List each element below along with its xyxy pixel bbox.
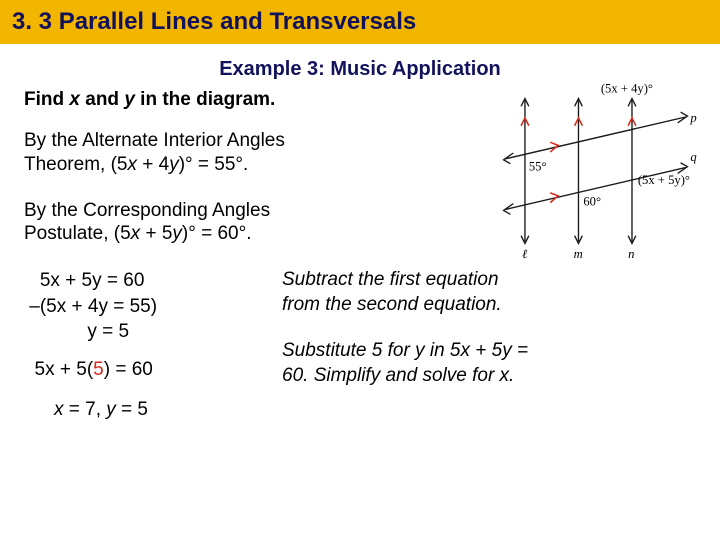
explain-subtract: Subtract the first equation from the sec… [282, 268, 696, 317]
content-area: Find x and y in the diagram. (5x + 4y)° … [0, 89, 720, 422]
equation-work: 5x + 5y = 60 –(5x + 4y = 55) y = 5 5x + … [24, 268, 254, 422]
diag-label-m: m [574, 247, 583, 261]
prompt-pre: Find [24, 89, 69, 110]
postulate-corresponding: By the Corresponding Angles Postulate, (… [24, 199, 404, 247]
t2a: By the Corresponding Angles [24, 200, 270, 221]
ex1b: from the second equation. [282, 294, 502, 315]
t1d: )° = 55°. [179, 154, 249, 175]
final-answer: x = 7, y = 5 [54, 397, 254, 423]
example-title: Example 3: Music Application [0, 58, 720, 81]
fy: y [106, 399, 116, 420]
prompt-x: x [69, 89, 80, 110]
t2x: x [131, 223, 141, 244]
t2b: Postulate, (5 [24, 223, 131, 244]
ex2a: Substitute 5 for y in 5x + 5y = [282, 340, 528, 361]
eq-r4c: ) = 60 [104, 359, 153, 380]
eq-r4: 5x + 5(5) = 60 [24, 357, 254, 383]
geometry-diagram: (5x + 4y)° p 55° q (5x + 5y)° 60° ℓ m n [483, 81, 708, 261]
t2c: + 5 [140, 223, 172, 244]
prompt-suf: in the diagram. [135, 89, 275, 110]
t1x: x [127, 154, 137, 175]
t1a: By the Alternate Interior Angles [24, 130, 285, 151]
prompt-mid: and [80, 89, 124, 110]
eq-r4b: 5 [93, 359, 104, 380]
example-title-text: Example 3: Music Application [219, 58, 501, 80]
eq-r3: y = 5 [24, 319, 254, 345]
slide-header: 3. 3 Parallel Lines and Transversals [0, 0, 720, 44]
t2y: y [172, 223, 182, 244]
t1y: y [169, 154, 179, 175]
t2d: )° = 60°. [182, 223, 252, 244]
diag-angle-60: 60° [583, 195, 601, 209]
explanation-column: Subtract the first equation from the sec… [282, 268, 696, 422]
diag-label-n: n [628, 247, 634, 261]
solution-row: 5x + 5y = 60 –(5x + 4y = 55) y = 5 5x + … [24, 268, 696, 422]
eq-r4a: 5x + 5( [24, 359, 93, 380]
header-text: 3. 3 Parallel Lines and Transversals [12, 8, 416, 35]
eq-r1: 5x + 5y = 60 [24, 268, 254, 294]
diag-label-l: ℓ [522, 247, 527, 261]
fx: x [54, 399, 64, 420]
diag-angle-55: 55° [529, 160, 547, 174]
diag-expr-right: (5x + 5y)° [638, 173, 690, 187]
eq-r2: –(5x + 4y = 55) [24, 294, 254, 320]
t1b: Theorem, (5 [24, 154, 127, 175]
diag-label-q: q [690, 150, 697, 164]
theorem-alt-interior: By the Alternate Interior Angles Theorem… [24, 129, 404, 177]
t1c: + 4 [137, 154, 169, 175]
explain-substitute: Substitute 5 for y in 5x + 5y = 60. Simp… [282, 339, 696, 388]
ex1a: Subtract the first equation [282, 269, 499, 290]
prompt-y: y [124, 89, 135, 110]
ex2b: 60. Simplify and solve for x. [282, 365, 514, 386]
diag-label-p: p [689, 111, 696, 125]
diag-expr-top: (5x + 4y)° [601, 82, 653, 96]
